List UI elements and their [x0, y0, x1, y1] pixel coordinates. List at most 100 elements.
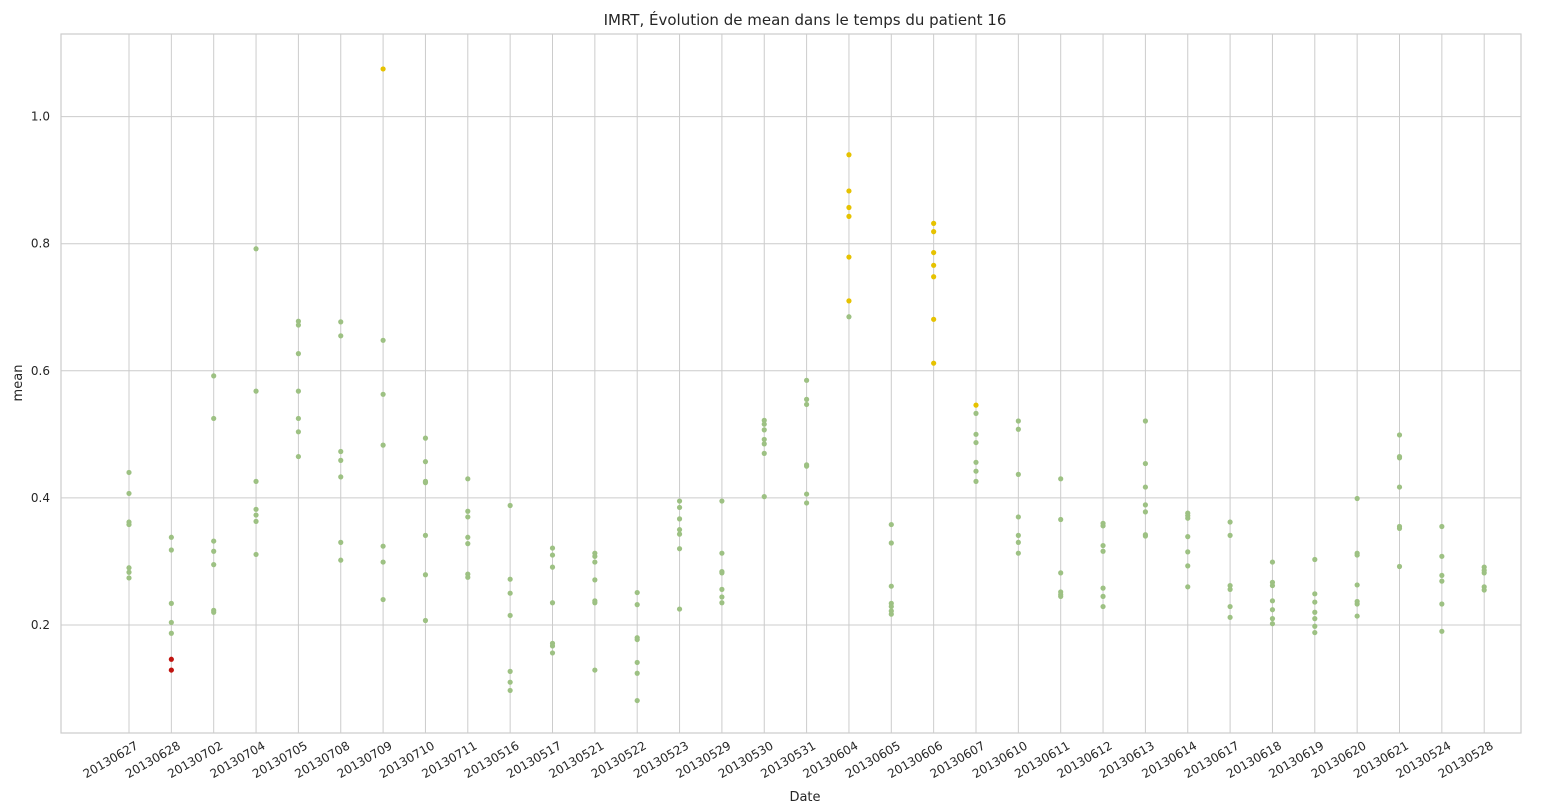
y-tick-labels: 0.2 0.4 0.6 0.8 1.0 — [31, 110, 50, 632]
data-point-normal — [549, 643, 556, 649]
data-point-alert — [168, 656, 174, 662]
data-points — [126, 66, 1487, 704]
data-point-normal — [1142, 502, 1148, 508]
data-point-normal — [888, 540, 894, 546]
data-point-normal — [634, 697, 640, 704]
data-point-normal — [1269, 559, 1276, 565]
data-point-normal — [126, 575, 132, 581]
data-point-normal — [1227, 614, 1233, 620]
data-point-normal — [168, 547, 174, 553]
data-point-normal — [253, 478, 259, 484]
data-point-normal — [1312, 591, 1318, 597]
data-point-normal — [1185, 563, 1191, 569]
data-point-normal — [1015, 539, 1021, 545]
data-point-normal — [592, 577, 598, 583]
data-point-normal — [1100, 542, 1106, 549]
data-point-normal — [380, 442, 386, 448]
data-point-normal — [338, 474, 344, 480]
data-point-normal — [295, 388, 301, 394]
data-point-normal — [1396, 484, 1403, 490]
data-point-normal — [422, 617, 429, 624]
data-point-normal — [1396, 455, 1403, 461]
data-point-normal — [1058, 516, 1064, 523]
data-point-normal — [253, 388, 259, 394]
data-point-normal — [338, 539, 344, 545]
data-point-normal — [1015, 471, 1021, 477]
data-point-normal — [380, 391, 386, 397]
data-point-normal — [1185, 584, 1191, 590]
data-point-normal — [761, 427, 767, 433]
data-point-normal — [804, 396, 810, 402]
data-point-normal — [1015, 426, 1021, 432]
data-point-normal — [1015, 418, 1021, 424]
data-point-normal — [1396, 432, 1403, 438]
data-point-warning — [846, 152, 852, 158]
data-point-normal — [295, 429, 301, 435]
data-point-normal — [804, 500, 810, 506]
data-point-normal — [507, 502, 513, 509]
data-point-normal — [126, 469, 132, 476]
data-point-normal — [1227, 532, 1233, 538]
y-tick-label: 0.4 — [31, 491, 50, 505]
data-point-normal — [168, 630, 174, 636]
data-point-normal — [1312, 623, 1318, 629]
data-point-normal — [761, 441, 767, 447]
data-point-normal — [1312, 629, 1318, 636]
data-point-warning — [846, 298, 852, 304]
data-point-normal — [1312, 556, 1318, 563]
data-point-warning — [931, 316, 937, 322]
data-point-normal — [634, 670, 640, 676]
data-point-normal — [507, 679, 513, 685]
data-point-normal — [592, 600, 598, 606]
data-point-normal — [1439, 553, 1445, 559]
data-point-normal — [1354, 613, 1360, 619]
data-point-normal — [1481, 570, 1487, 576]
data-point-normal — [888, 583, 894, 589]
data-point-normal — [465, 574, 471, 580]
data-point-normal — [338, 448, 344, 455]
data-point-normal — [1312, 599, 1318, 605]
data-point-normal — [888, 611, 894, 617]
data-point-normal — [973, 478, 979, 484]
data-point-normal — [1439, 601, 1445, 607]
data-point-normal — [338, 333, 344, 339]
data-point-warning — [931, 249, 937, 256]
data-point-normal — [549, 564, 556, 570]
data-point-normal — [804, 377, 810, 383]
data-point-normal — [973, 459, 979, 465]
data-point-normal — [1439, 572, 1445, 579]
data-point-alert — [168, 667, 174, 673]
data-point-warning — [931, 229, 937, 235]
data-point-normal — [676, 516, 683, 522]
data-point-normal — [1269, 582, 1276, 589]
data-point-warning — [931, 220, 937, 226]
data-point-normal — [549, 552, 556, 558]
data-point-normal — [1227, 582, 1233, 589]
data-point-normal — [676, 606, 683, 612]
data-point-normal — [422, 532, 429, 538]
data-point-normal — [211, 538, 217, 544]
data-point-normal — [973, 439, 979, 446]
data-point-normal — [211, 548, 217, 554]
plot-area-frame — [60, 33, 1522, 734]
data-point-normal — [1058, 593, 1064, 599]
data-point-warning — [931, 274, 937, 280]
data-point-normal — [1354, 552, 1360, 558]
data-point-warning — [846, 188, 852, 194]
data-point-normal — [1227, 603, 1233, 610]
data-point-normal — [846, 314, 852, 320]
data-point-normal — [380, 596, 386, 603]
data-point-normal — [1100, 585, 1106, 591]
data-point-normal — [973, 431, 979, 437]
data-point-normal — [1142, 484, 1148, 490]
data-point-normal — [1100, 523, 1106, 529]
data-point-normal — [1227, 519, 1233, 525]
data-point-normal — [676, 546, 683, 552]
data-point-normal — [888, 603, 894, 610]
data-point-normal — [761, 494, 767, 500]
chart-title: IMRT, Évolution de mean dans le temps du… — [604, 10, 1007, 29]
data-point-normal — [465, 514, 471, 520]
data-point-normal — [1354, 601, 1360, 607]
data-point-normal — [465, 534, 471, 540]
data-point-normal — [253, 246, 259, 252]
